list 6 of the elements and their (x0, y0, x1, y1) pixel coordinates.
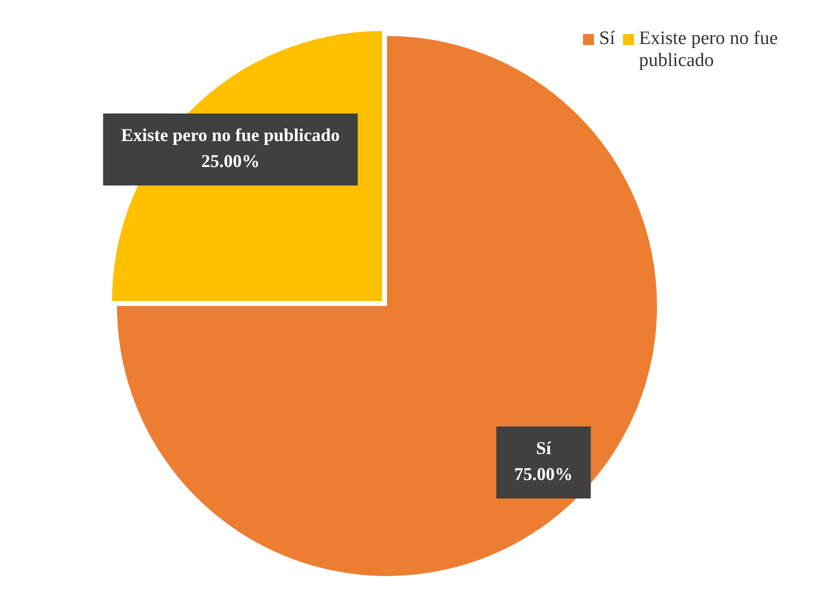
data-label: 75.00% (514, 464, 573, 484)
slice-label: Existe pero no fue publicado (121, 125, 340, 146)
legend-label: Existe pero no fue publicado (639, 28, 779, 72)
slice-label: Sí (536, 438, 552, 458)
data-label: 25.00% (201, 151, 260, 172)
legend-label: Sí (599, 28, 615, 50)
